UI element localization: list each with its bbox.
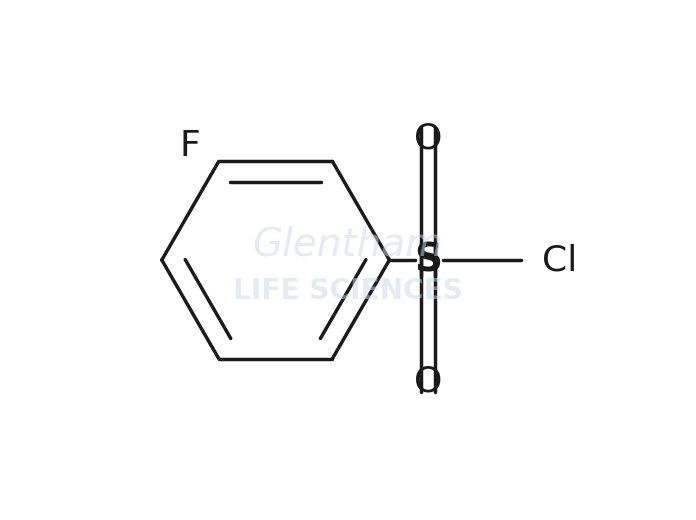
Text: Cl: Cl [542, 243, 577, 277]
Text: Glentham: Glentham [253, 226, 443, 264]
Text: O: O [414, 365, 443, 398]
Text: O: O [414, 122, 443, 155]
Text: LIFE SCIENCES: LIFE SCIENCES [233, 277, 463, 305]
Text: F: F [180, 129, 200, 163]
Text: S: S [414, 241, 442, 279]
